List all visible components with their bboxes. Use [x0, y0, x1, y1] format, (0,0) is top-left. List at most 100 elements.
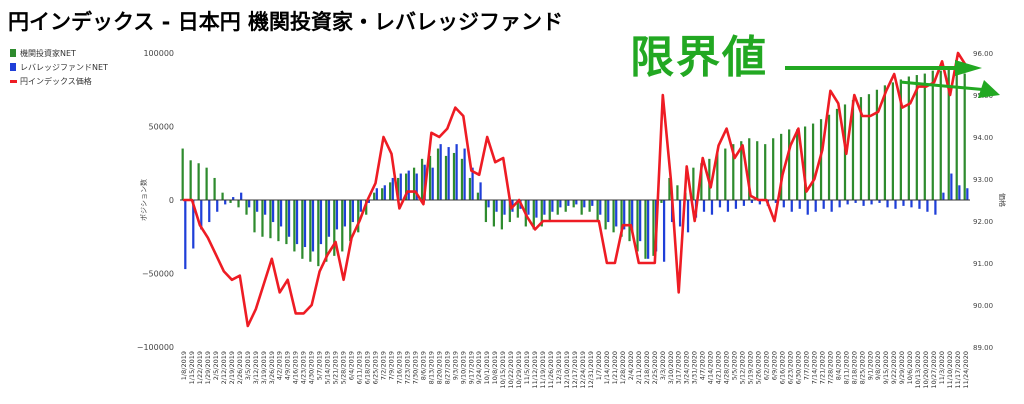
bar-leveraged	[647, 200, 650, 259]
bar-leveraged	[631, 200, 634, 233]
bar-leveraged	[926, 200, 929, 212]
bar-institutional	[796, 129, 799, 200]
bar-institutional	[660, 200, 663, 203]
bar-leveraged	[271, 200, 275, 223]
y-right-axis-title: 価格	[998, 193, 1007, 207]
bar-leveraged	[543, 200, 546, 215]
bar-institutional	[907, 76, 910, 200]
bar-leveraged	[870, 200, 873, 205]
bar-institutional	[963, 73, 966, 200]
x-tick-label: 7/7/2020	[802, 351, 810, 380]
y-tick-label: 50000	[149, 123, 174, 132]
bar-institutional	[397, 177, 400, 200]
bar-leveraged	[878, 200, 881, 203]
legend-item-yen-index[interactable]: 円インデックス価格	[10, 74, 108, 88]
bar-leveraged	[391, 177, 394, 200]
y-tick-label: 0	[169, 196, 174, 205]
bar-leveraged	[232, 197, 235, 200]
bar-leveraged	[886, 200, 889, 208]
x-tick-label: 12/10/2019	[563, 351, 571, 388]
bar-institutional	[716, 152, 719, 200]
x-tick-label: 12/3/2019	[555, 351, 563, 384]
bar-institutional	[700, 163, 703, 200]
x-tick-label: 11/26/2019	[547, 351, 555, 388]
x-tick-label: 12/24/2019	[579, 351, 587, 388]
bar-institutional	[381, 188, 384, 200]
x-tick-label: 9/15/2020	[882, 351, 890, 384]
bar-leveraged	[551, 200, 554, 212]
bar-leveraged	[200, 200, 203, 230]
bar-leveraged	[750, 200, 753, 203]
bar-leveraged	[758, 200, 761, 205]
bar-institutional	[460, 158, 464, 200]
bar-institutional	[772, 138, 775, 200]
bar-leveraged	[958, 185, 961, 200]
bar-leveraged	[894, 200, 897, 209]
y-tick-label: 100000	[143, 49, 174, 58]
x-tick-label: 3/24/2020	[683, 351, 691, 384]
legend-item-institutional[interactable]: 機関投資家NET	[10, 46, 108, 60]
bar-institutional	[875, 89, 879, 200]
bar-institutional	[365, 200, 368, 215]
x-tick-label: 10/13/2020	[914, 351, 922, 388]
bar-institutional	[851, 100, 855, 200]
bar-leveraged	[726, 200, 730, 212]
bar-institutional	[620, 200, 623, 237]
annotation-arrow-line	[899, 80, 989, 92]
bar-institutional	[452, 152, 456, 200]
x-tick-label: 6/18/2019	[364, 351, 372, 384]
x-tick-label: 7/14/2020	[810, 351, 818, 384]
bar-leveraged	[662, 200, 666, 262]
bar-institutional	[285, 200, 288, 245]
x-tick-label: 6/11/2019	[356, 351, 364, 384]
x-tick-label: 6/16/2020	[778, 351, 786, 384]
annotation-arrowhead-icon	[955, 60, 982, 76]
bar-leveraged	[678, 200, 682, 227]
x-tick-label: 5/19/2020	[747, 351, 755, 384]
x-tick-label: 8/11/2020	[842, 351, 850, 384]
bar-leveraged	[479, 182, 482, 200]
bar-leveraged	[718, 200, 722, 208]
bar-leveraged	[248, 200, 251, 208]
x-tick-label: 1/29/2019	[204, 351, 212, 384]
bar-institutional	[404, 173, 408, 200]
x-tick-label: 11/24/2020	[962, 351, 970, 388]
bar-leveraged	[734, 200, 738, 209]
x-tick-label: 9/29/2020	[898, 351, 906, 384]
x-tick-label: 8/20/2019	[435, 351, 443, 384]
x-tick-label: 9/8/2020	[874, 351, 882, 380]
bar-institutional	[181, 148, 184, 200]
bar-institutional	[652, 200, 655, 256]
x-tick-label: 7/9/2019	[387, 351, 395, 380]
legend-item-leveraged[interactable]: レバレッジファンドNET	[10, 60, 108, 74]
x-tick-label: 4/30/2019	[308, 351, 316, 384]
bar-institutional	[205, 167, 208, 200]
x-tick-label: 7/2/2019	[379, 351, 387, 380]
x-tick-label: 4/28/2020	[723, 351, 731, 384]
bar-leveraged	[591, 200, 594, 206]
bar-institutional	[237, 200, 240, 208]
bar-institutional	[604, 200, 607, 230]
bar-institutional	[213, 177, 216, 200]
bar-leveraged	[184, 200, 187, 270]
bar-institutional	[803, 126, 807, 200]
bar-institutional	[293, 200, 296, 252]
bar-leveraged	[535, 200, 538, 218]
bar-leveraged	[782, 200, 785, 208]
x-tick-label: 6/30/2020	[794, 351, 802, 384]
bar-institutional	[596, 200, 599, 223]
bar-leveraged	[950, 173, 953, 200]
x-tick-label: 12/17/2019	[571, 351, 579, 388]
bar-institutional	[349, 200, 352, 242]
bar-institutional	[269, 200, 272, 239]
x-tick-label: 4/21/2020	[715, 351, 723, 384]
x-tick-label: 4/7/2020	[699, 351, 707, 380]
x-tick-label: 9/10/2019	[459, 351, 467, 384]
x-tick-label: 2/18/2020	[643, 351, 651, 384]
x-tick-label: 10/15/2019	[499, 351, 507, 388]
x-tick-label: 11/10/2020	[946, 351, 954, 388]
bar-leveraged	[742, 200, 746, 206]
x-tick-label: 7/16/2019	[395, 351, 403, 384]
x-tick-label: 2/4/2020	[627, 351, 635, 380]
